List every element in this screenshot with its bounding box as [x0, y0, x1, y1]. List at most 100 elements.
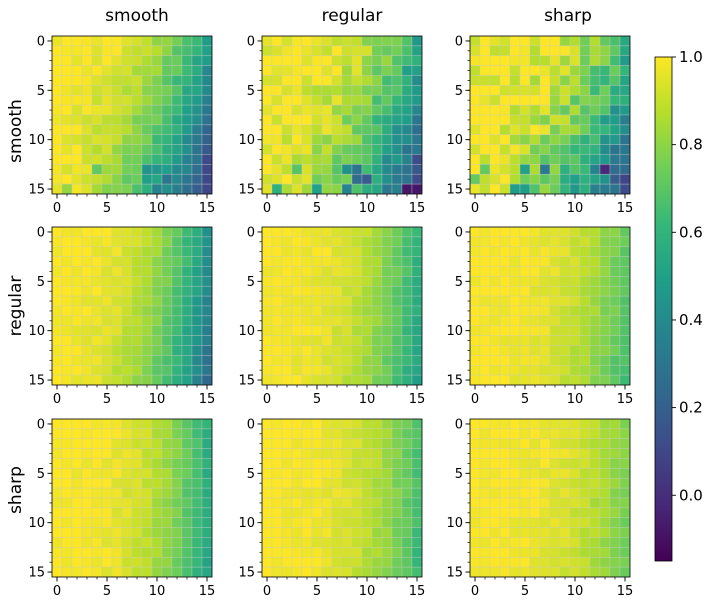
heatmap-cell	[311, 325, 323, 336]
heatmap-cell	[71, 335, 83, 346]
heatmap-cell	[291, 236, 303, 248]
heatmap-cell	[321, 85, 333, 96]
heatmap-cell	[361, 35, 373, 47]
heatmap-cell	[321, 477, 333, 489]
heatmap-cell	[569, 325, 581, 336]
heatmap-cell	[599, 183, 611, 195]
colorbar-tick-label: 0.8	[679, 136, 703, 154]
heatmap-cell	[519, 246, 531, 257]
heatmap-cell	[569, 144, 581, 155]
heatmap-cell	[351, 547, 363, 558]
heatmap-cell	[121, 556, 133, 568]
heatmap-cell	[401, 55, 413, 66]
heatmap-cell	[81, 94, 93, 106]
heatmap-cell	[499, 154, 511, 165]
heatmap-cell	[529, 114, 541, 126]
heatmap-cell	[71, 477, 83, 489]
heatmap-cell	[589, 114, 601, 126]
y-tick-label: 10	[446, 516, 463, 531]
heatmap-cell	[331, 428, 343, 440]
heatmap-cell	[191, 75, 203, 86]
heatmap-cell	[599, 256, 611, 267]
heatmap-cell	[569, 345, 581, 356]
heatmap-cell	[201, 355, 213, 366]
heatmap-cell	[489, 468, 501, 479]
heatmap-cell	[499, 325, 511, 336]
heatmap-cell	[489, 458, 501, 469]
heatmap-cell	[371, 295, 383, 307]
heatmap-cell	[111, 305, 123, 317]
heatmap-cell	[181, 144, 193, 155]
heatmap-cell	[51, 285, 63, 297]
heatmap-cell	[371, 164, 383, 175]
heatmap-cell	[529, 144, 541, 155]
heatmap-cell	[181, 487, 193, 499]
heatmap-cell	[569, 104, 581, 116]
heatmap-cell	[101, 305, 113, 317]
heatmap-cell	[361, 477, 373, 489]
heatmap-cell	[311, 134, 323, 145]
heatmap-cell	[401, 285, 413, 297]
heatmap-cell	[261, 144, 273, 155]
heatmap-cell	[479, 164, 491, 175]
heatmap-cell	[381, 448, 393, 459]
x-tick-label: 15	[409, 392, 426, 407]
heatmap-cell	[191, 65, 203, 76]
heatmap-cell	[261, 355, 273, 366]
heatmap-cell	[529, 364, 541, 376]
heatmap-cell	[559, 246, 571, 257]
heatmap-cell	[539, 335, 551, 346]
heatmap-cell	[351, 144, 363, 155]
heatmap-cell	[499, 75, 511, 86]
heatmap-cell	[469, 75, 481, 86]
heatmap-cell	[71, 75, 83, 86]
heatmap-cell	[181, 448, 193, 459]
heatmap-cell	[201, 35, 213, 47]
heatmap-cell	[549, 448, 561, 459]
heatmap-cell	[161, 458, 173, 469]
heatmap-cell	[411, 556, 423, 568]
heatmap-cell	[499, 65, 511, 76]
heatmap-cell	[161, 94, 173, 106]
heatmap-cell	[51, 468, 63, 479]
heatmap-cell	[609, 124, 621, 136]
panel-frame	[261, 35, 423, 195]
heatmap-cell	[311, 438, 323, 449]
heatmap-cell	[559, 114, 571, 126]
heatmap-cell	[201, 448, 213, 459]
heatmap-cell	[331, 246, 343, 257]
heatmap-cell	[161, 154, 173, 165]
heatmap-cell	[121, 547, 133, 558]
heatmap-cell	[161, 566, 173, 578]
heatmap-cell	[261, 236, 273, 248]
heatmap-cell	[539, 345, 551, 356]
heatmap-cell	[331, 556, 343, 568]
heatmap-cell	[191, 364, 203, 376]
heatmap-cell	[331, 276, 343, 287]
heatmap-cell	[331, 497, 343, 509]
heatmap-cell	[151, 468, 163, 479]
heatmap-cell	[141, 428, 153, 440]
heatmap-cell	[101, 183, 113, 195]
heatmap-cell	[281, 285, 293, 297]
heatmap-cell	[71, 325, 83, 336]
heatmap-cell	[391, 438, 403, 449]
heatmap-cell	[569, 295, 581, 307]
heatmap-cell	[331, 566, 343, 578]
heatmap-cell	[579, 183, 591, 195]
colorbar-tick-label: 1.0	[679, 48, 703, 66]
heatmap-cell	[121, 55, 133, 66]
heatmap-cell	[609, 345, 621, 356]
heatmap-cell	[71, 315, 83, 327]
heatmap-cell	[599, 556, 611, 568]
heatmap-cell	[291, 428, 303, 440]
heatmap-cell	[331, 418, 343, 430]
heatmap-cell	[499, 305, 511, 317]
heatmap-cell	[371, 325, 383, 336]
heatmap-cell	[181, 497, 193, 509]
heatmap-cell	[101, 104, 113, 116]
heatmap-cell	[489, 246, 501, 257]
heatmap-cell	[411, 256, 423, 267]
heatmap-cell	[201, 276, 213, 287]
